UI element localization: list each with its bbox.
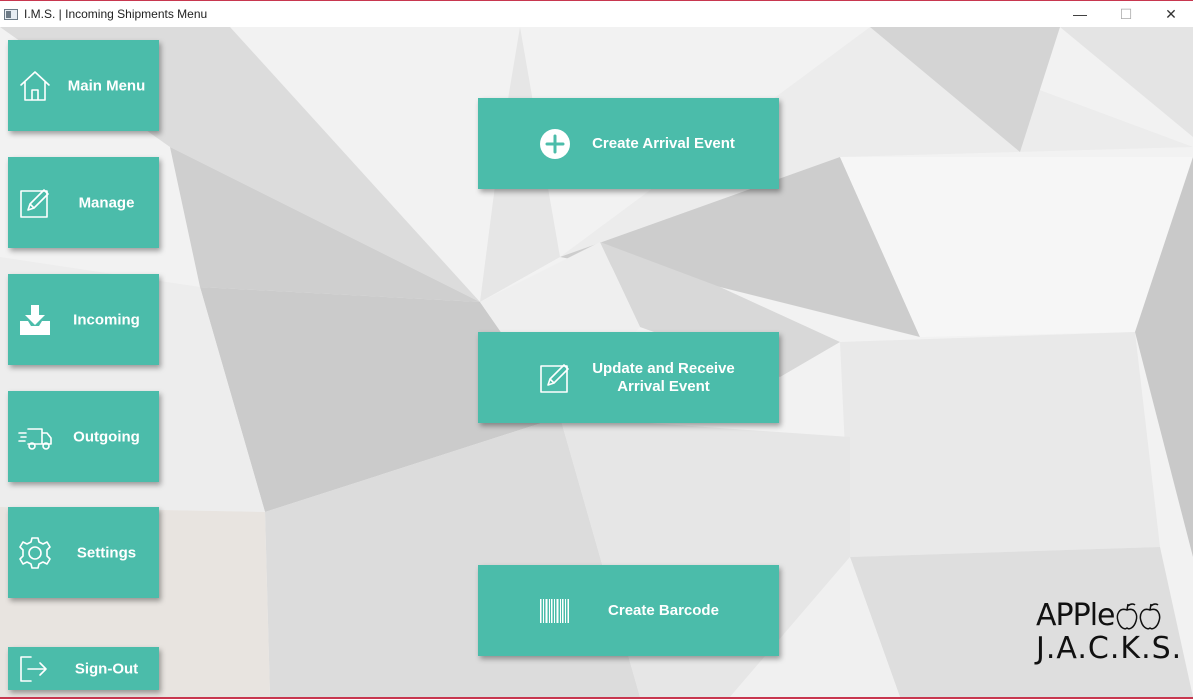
update-receive-label-line2: Arrival Event [617, 377, 710, 395]
sign-out-label: Sign-Out [74, 660, 139, 677]
apple-jacks-logo: APPle J.A.C.K.S. [1036, 600, 1186, 666]
sign-out-icon [20, 656, 47, 682]
create-arrival-event-label: Create Arrival Event [592, 134, 735, 152]
sidebar-item-incoming[interactable]: Incoming [8, 274, 159, 365]
window-client-area: Main Menu Manage Incoming Outgoing Setti… [0, 27, 1193, 697]
window-title: I.M.S. | Incoming Shipments Menu [24, 7, 208, 21]
plus-circle-icon [540, 128, 570, 159]
edit-icon [540, 363, 569, 393]
create-barcode-button[interactable]: Create Barcode [478, 565, 779, 656]
sidebar-item-label: Outgoing [73, 428, 140, 445]
sidebar-item-label: Main Menu [67, 77, 146, 94]
minimize-button[interactable]: — [1073, 6, 1087, 22]
create-barcode-label: Create Barcode [608, 601, 719, 619]
title-bar: I.M.S. | Incoming Shipments Menu — ☐ ✕ [0, 0, 1193, 27]
home-icon [20, 70, 50, 101]
sidebar-item-label: Settings [76, 544, 137, 561]
sidebar-item-main-menu[interactable]: Main Menu [8, 40, 159, 131]
sidebar-item-label: Manage [78, 194, 135, 211]
window-bottom-border [0, 697, 1193, 699]
gear-icon [19, 536, 51, 569]
update-receive-arrival-event-button[interactable]: Update and Receive Arrival Event [478, 332, 779, 423]
maximize-button[interactable]: ☐ [1119, 5, 1133, 22]
logo-top-text: APPle [1036, 598, 1115, 633]
inbox-download-icon [20, 304, 50, 335]
app-window-icon [4, 9, 18, 20]
sidebar-item-manage[interactable]: Manage [8, 157, 159, 248]
truck-icon [18, 427, 52, 450]
apples-icon [1116, 603, 1160, 630]
update-receive-label: Update and Receive Arrival Event [578, 360, 749, 396]
sidebar-item-outgoing[interactable]: Outgoing [8, 391, 159, 482]
create-arrival-event-button[interactable]: Create Arrival Event [478, 98, 779, 189]
edit-icon [20, 188, 49, 218]
sign-out-button[interactable]: Sign-Out [8, 647, 159, 690]
barcode-icon [540, 598, 569, 623]
close-button[interactable]: ✕ [1165, 5, 1177, 22]
sidebar-item-label: Incoming [73, 311, 140, 328]
update-receive-label-line1: Update and Receive [592, 359, 735, 377]
sidebar-item-settings[interactable]: Settings [8, 507, 159, 598]
logo-bottom-text: J.A.C.K.S. [1036, 631, 1183, 666]
